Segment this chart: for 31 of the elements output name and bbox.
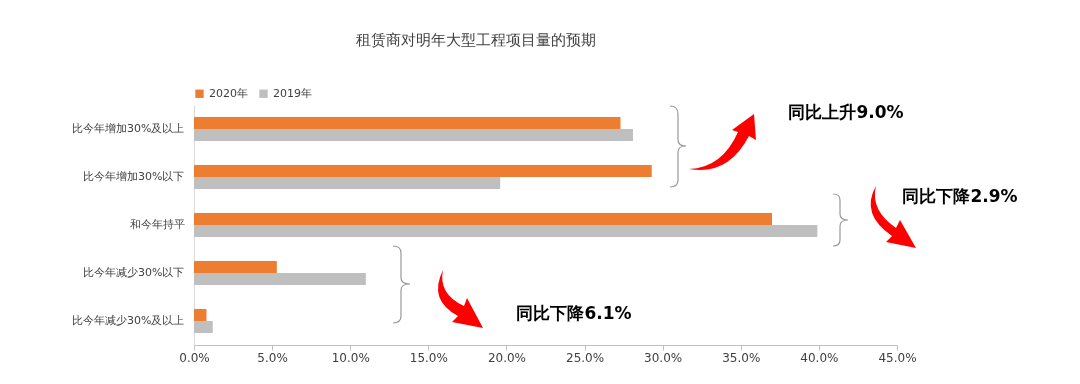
x-tick-label: 30.0% [644,350,683,365]
legend-label: 2019年 [273,86,312,100]
y-tick-label: 比今年增加30%及以上 [72,122,185,135]
bar [194,261,277,273]
x-tick-label: 15.0% [409,350,448,365]
bar [194,321,213,333]
y-tick-label: 比今年增加30%以下 [83,170,185,183]
x-tick-label: 10.0% [331,350,370,365]
bar [194,117,621,129]
annotation: 同比下降6.1% [516,303,632,323]
x-tick-label: 20.0% [487,350,527,365]
bar [194,129,633,141]
text: 同比下降2.9% [902,186,1018,206]
x-tick-label: 5.0% [257,350,288,365]
legend-label: 2020年 [209,86,248,100]
x-tick-label: 25.0% [565,350,605,365]
y-tick-label: 比今年减少30%及以上 [72,314,185,327]
x-tick-label: 0.0% [179,350,210,365]
bar [194,177,501,189]
x-tick-label: 35.0% [722,350,761,365]
y-tick-label: 和今年持平 [129,218,185,231]
x-tick-label: 40.0% [800,350,839,365]
bar [194,273,366,285]
bar [194,165,652,177]
x-tick-label: 45.0% [878,350,917,365]
bar [194,225,818,237]
annotation: 同比上升9.0% [788,102,904,122]
bar [194,213,773,225]
chart-title: 租赁商对明年大型工程项目量的预期 [355,31,596,49]
y-tick-label: 比今年减少30%以下 [83,266,185,279]
bar [194,309,207,321]
